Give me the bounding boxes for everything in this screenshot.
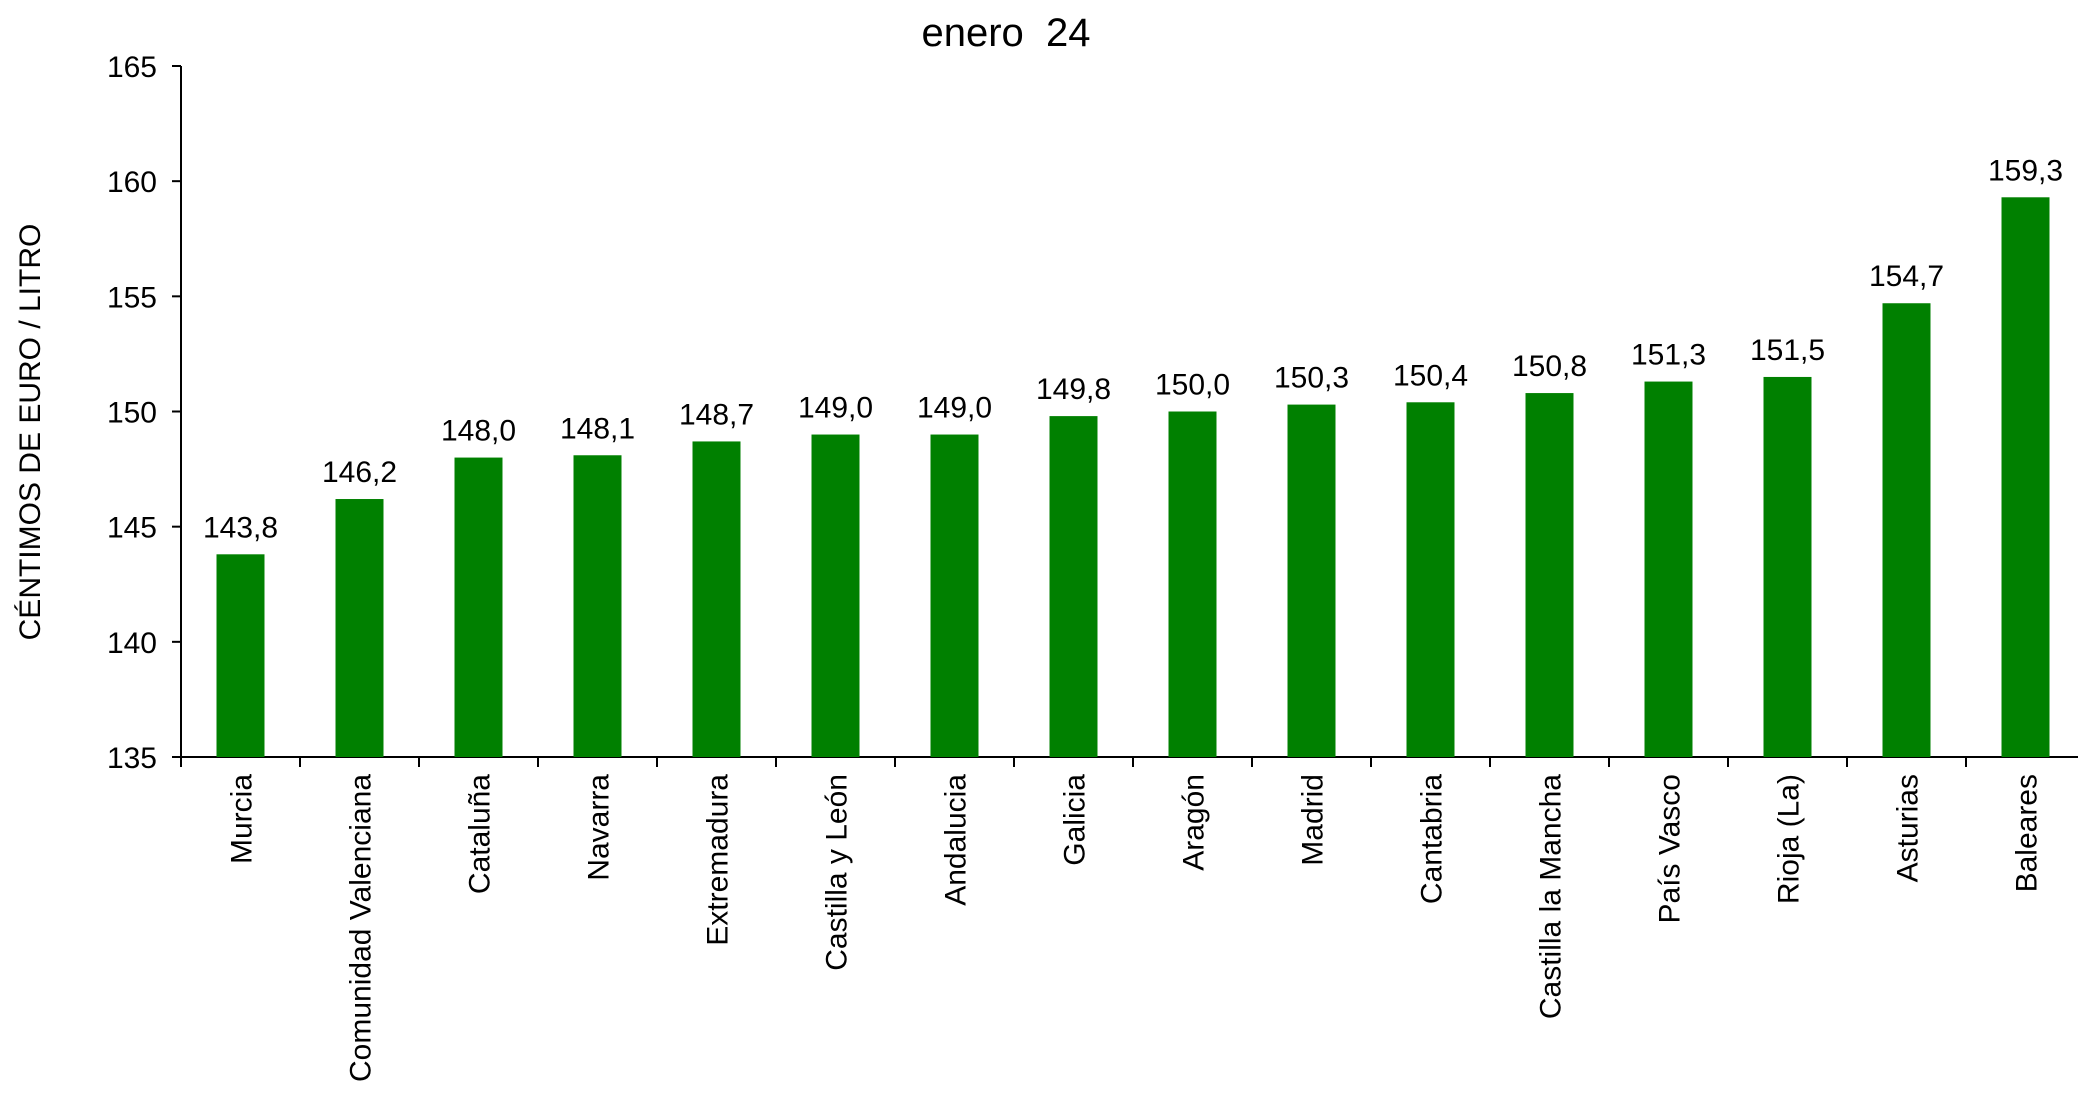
category-label-1: Murcia [226,774,259,864]
category-label-9: Aragón [1178,774,1211,871]
y-tick-label: 145 [107,512,157,545]
category-label-14: Rioja (La) [1773,774,1806,904]
chart-title: enero 24 [921,11,1090,55]
bar-14 [1763,376,1812,757]
category-label-10: Madrid [1297,774,1330,866]
category-label-6: Castilla y León [821,774,854,971]
category-label-16: Baleares [2011,774,2044,892]
data-label-9: 150,0 [1155,369,1230,402]
data-label-4: 148,1 [560,412,635,445]
bar-5 [692,441,741,757]
y-tick-label: 165 [107,51,157,84]
y-tick-label: 160 [107,166,157,199]
data-label-5: 148,7 [679,398,754,431]
data-label-6: 149,0 [798,392,873,425]
category-label-15: Asturias [1892,774,1925,882]
category-label-11: Cantabria [1416,774,1449,904]
bar-6 [811,434,860,757]
category-label-3: Cataluña [464,774,497,894]
y-tick-label: 140 [107,627,157,660]
category-label-8: Galicia [1059,774,1092,866]
y-axis-title: CÉNTIMOS DE EURO / LITRO [14,224,47,641]
data-label-15: 154,7 [1869,260,1944,293]
data-label-2: 146,2 [322,456,397,489]
data-label-3: 148,0 [441,415,516,448]
bar-15 [1882,303,1931,757]
bar-7 [930,434,979,757]
bar-2 [335,499,384,757]
data-label-12: 150,8 [1512,350,1587,383]
bar-1 [216,554,265,757]
category-label-7: Andalucia [940,774,973,906]
category-label-12: Castilla la Mancha [1535,774,1568,1019]
data-label-10: 150,3 [1274,362,1349,395]
data-label-16: 159,3 [1988,154,2063,187]
bar-8 [1049,416,1098,757]
category-label-13: País Vasco [1654,774,1687,924]
plot-area: 135 140 145 150 155 160 165 143,8 Murcia 146,2 Com… [107,51,2078,1082]
data-label-11: 150,4 [1393,359,1468,392]
data-label-7: 149,0 [917,392,992,425]
category-label-2: Comunidad Valenciana [345,774,378,1082]
data-label-13: 151,3 [1631,339,1706,372]
data-label-1: 143,8 [203,511,278,544]
data-label-14: 151,5 [1750,334,1825,367]
data-label-8: 149,8 [1036,373,1111,406]
category-label-5: Extremadura [702,774,735,946]
bar-10 [1287,404,1336,757]
y-tick-label: 150 [107,397,157,430]
bar-11 [1406,402,1455,757]
bar-3 [454,457,503,757]
bar-12 [1525,393,1574,757]
y-tick-label: 155 [107,281,157,314]
bar-16 [2001,197,2050,758]
category-label-4: Navarra [583,774,616,881]
y-tick-label: 135 [107,742,157,775]
bar-13 [1644,381,1693,757]
bar-9 [1168,411,1217,757]
bar-4 [573,455,622,757]
